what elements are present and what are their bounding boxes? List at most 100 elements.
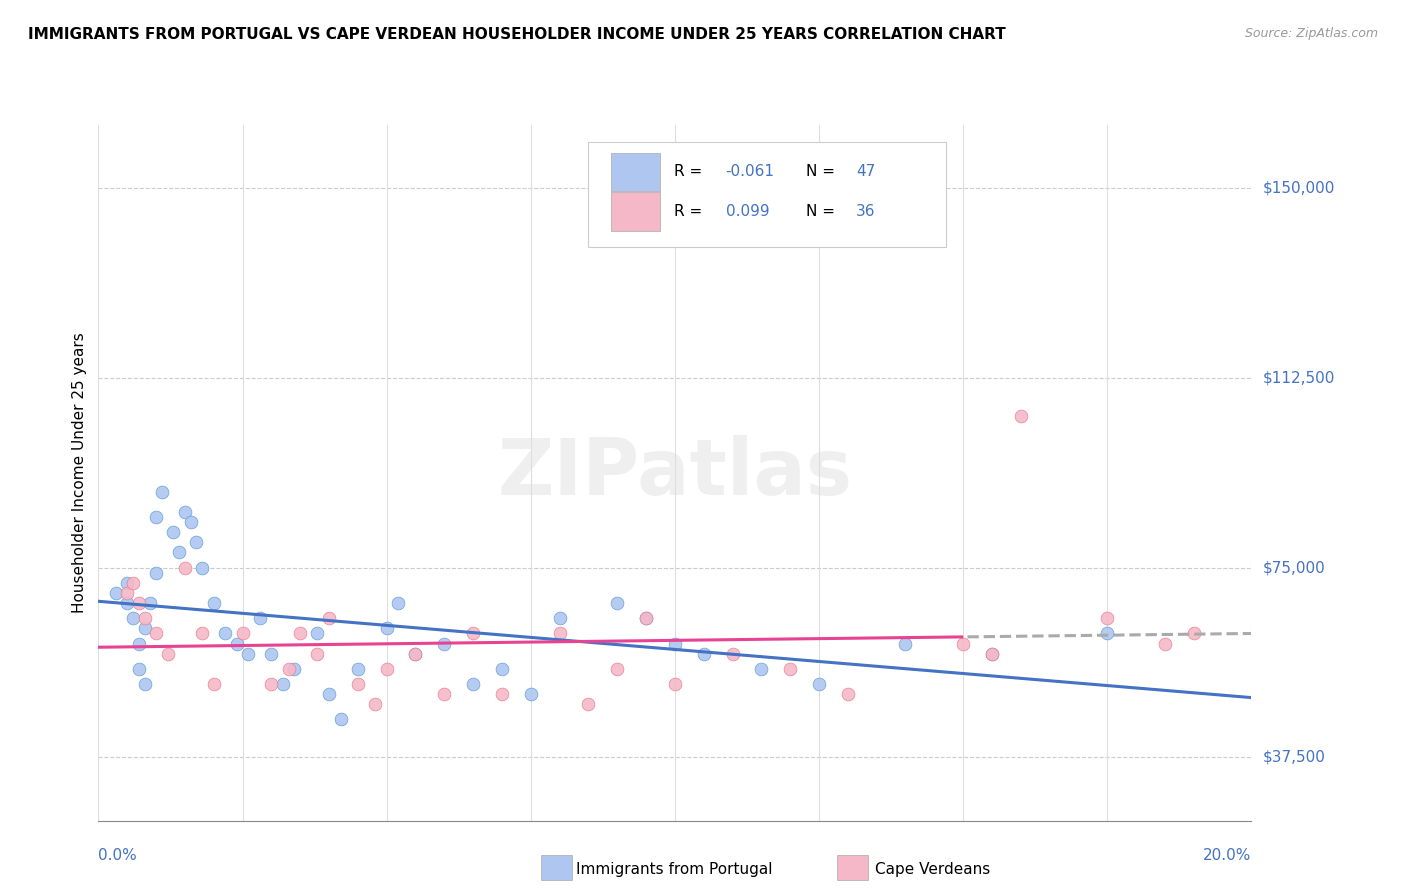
Point — [167, 545, 190, 559]
Point — [128, 596, 150, 610]
Point — [174, 560, 197, 574]
Point — [162, 525, 184, 540]
Point — [405, 647, 427, 661]
Point — [520, 687, 543, 701]
Point — [664, 677, 686, 691]
Point — [548, 626, 571, 640]
Point — [128, 662, 150, 676]
Point — [779, 662, 801, 676]
Point — [606, 662, 628, 676]
Point — [364, 698, 387, 712]
Point — [693, 647, 716, 661]
Text: $75,000: $75,000 — [1263, 560, 1326, 575]
Point — [139, 596, 162, 610]
Point — [664, 636, 686, 650]
Point — [894, 636, 917, 650]
Text: N =: N = — [806, 164, 841, 179]
Point — [225, 636, 247, 650]
Point — [260, 677, 283, 691]
Point — [150, 484, 173, 499]
Point — [260, 647, 283, 661]
Point — [491, 662, 513, 676]
Point — [202, 596, 225, 610]
Point — [180, 515, 202, 529]
Text: Cape Verdeans: Cape Verdeans — [875, 863, 990, 877]
Point — [387, 596, 409, 610]
Point — [134, 621, 156, 635]
Point — [156, 647, 179, 661]
Point — [249, 611, 271, 625]
Text: 47: 47 — [856, 164, 875, 179]
Text: IMMIGRANTS FROM PORTUGAL VS CAPE VERDEAN HOUSEHOLDER INCOME UNDER 25 YEARS CORRE: IMMIGRANTS FROM PORTUGAL VS CAPE VERDEAN… — [28, 27, 1005, 42]
Point — [1010, 409, 1032, 423]
Point — [290, 626, 312, 640]
Point — [721, 647, 744, 661]
Point — [128, 636, 150, 650]
Text: 36: 36 — [856, 204, 876, 219]
Text: R =: R = — [673, 204, 707, 219]
Point — [277, 662, 299, 676]
Text: $150,000: $150,000 — [1263, 181, 1334, 195]
Point — [1182, 626, 1205, 640]
Point — [807, 677, 830, 691]
Point — [405, 647, 427, 661]
Point — [329, 713, 352, 727]
FancyBboxPatch shape — [612, 153, 659, 191]
Point — [307, 626, 329, 640]
Point — [461, 626, 484, 640]
Point — [606, 596, 628, 610]
Text: 20.0%: 20.0% — [1204, 848, 1251, 863]
Text: Source: ZipAtlas.com: Source: ZipAtlas.com — [1244, 27, 1378, 40]
Text: ZIPatlas: ZIPatlas — [498, 434, 852, 511]
Point — [238, 647, 260, 661]
Text: Immigrants from Portugal: Immigrants from Portugal — [576, 863, 773, 877]
Point — [214, 626, 236, 640]
Point — [134, 677, 156, 691]
Point — [202, 677, 225, 691]
Point — [636, 611, 658, 625]
Point — [145, 510, 167, 524]
Point — [191, 560, 214, 574]
Text: $112,500: $112,500 — [1263, 370, 1334, 385]
Point — [104, 586, 127, 600]
Point — [271, 677, 294, 691]
Point — [491, 687, 513, 701]
Text: $37,500: $37,500 — [1263, 750, 1326, 764]
Point — [1153, 636, 1175, 650]
Text: 0.099: 0.099 — [725, 204, 769, 219]
Point — [134, 611, 156, 625]
Text: 0.0%: 0.0% — [98, 848, 138, 863]
Point — [174, 505, 197, 519]
Point — [461, 677, 484, 691]
Point — [375, 662, 398, 676]
Point — [122, 575, 145, 590]
Point — [145, 566, 167, 580]
FancyBboxPatch shape — [612, 193, 659, 231]
Point — [981, 647, 1004, 661]
Point — [191, 626, 214, 640]
Point — [117, 575, 138, 590]
Point — [433, 687, 456, 701]
Point — [1097, 611, 1119, 625]
Point — [578, 698, 600, 712]
Point — [283, 662, 305, 676]
Point — [433, 636, 456, 650]
Point — [837, 687, 859, 701]
Point — [375, 621, 398, 635]
Point — [346, 677, 368, 691]
Point — [318, 611, 340, 625]
Point — [636, 611, 658, 625]
Point — [981, 647, 1004, 661]
Text: N =: N = — [806, 204, 841, 219]
Point — [117, 596, 138, 610]
Point — [122, 611, 145, 625]
Point — [186, 535, 208, 549]
Point — [952, 636, 974, 650]
Point — [318, 687, 340, 701]
Point — [117, 586, 138, 600]
Text: R =: R = — [673, 164, 707, 179]
Y-axis label: Householder Income Under 25 years: Householder Income Under 25 years — [72, 333, 87, 613]
Point — [1097, 626, 1119, 640]
Text: -0.061: -0.061 — [725, 164, 775, 179]
Point — [231, 626, 254, 640]
